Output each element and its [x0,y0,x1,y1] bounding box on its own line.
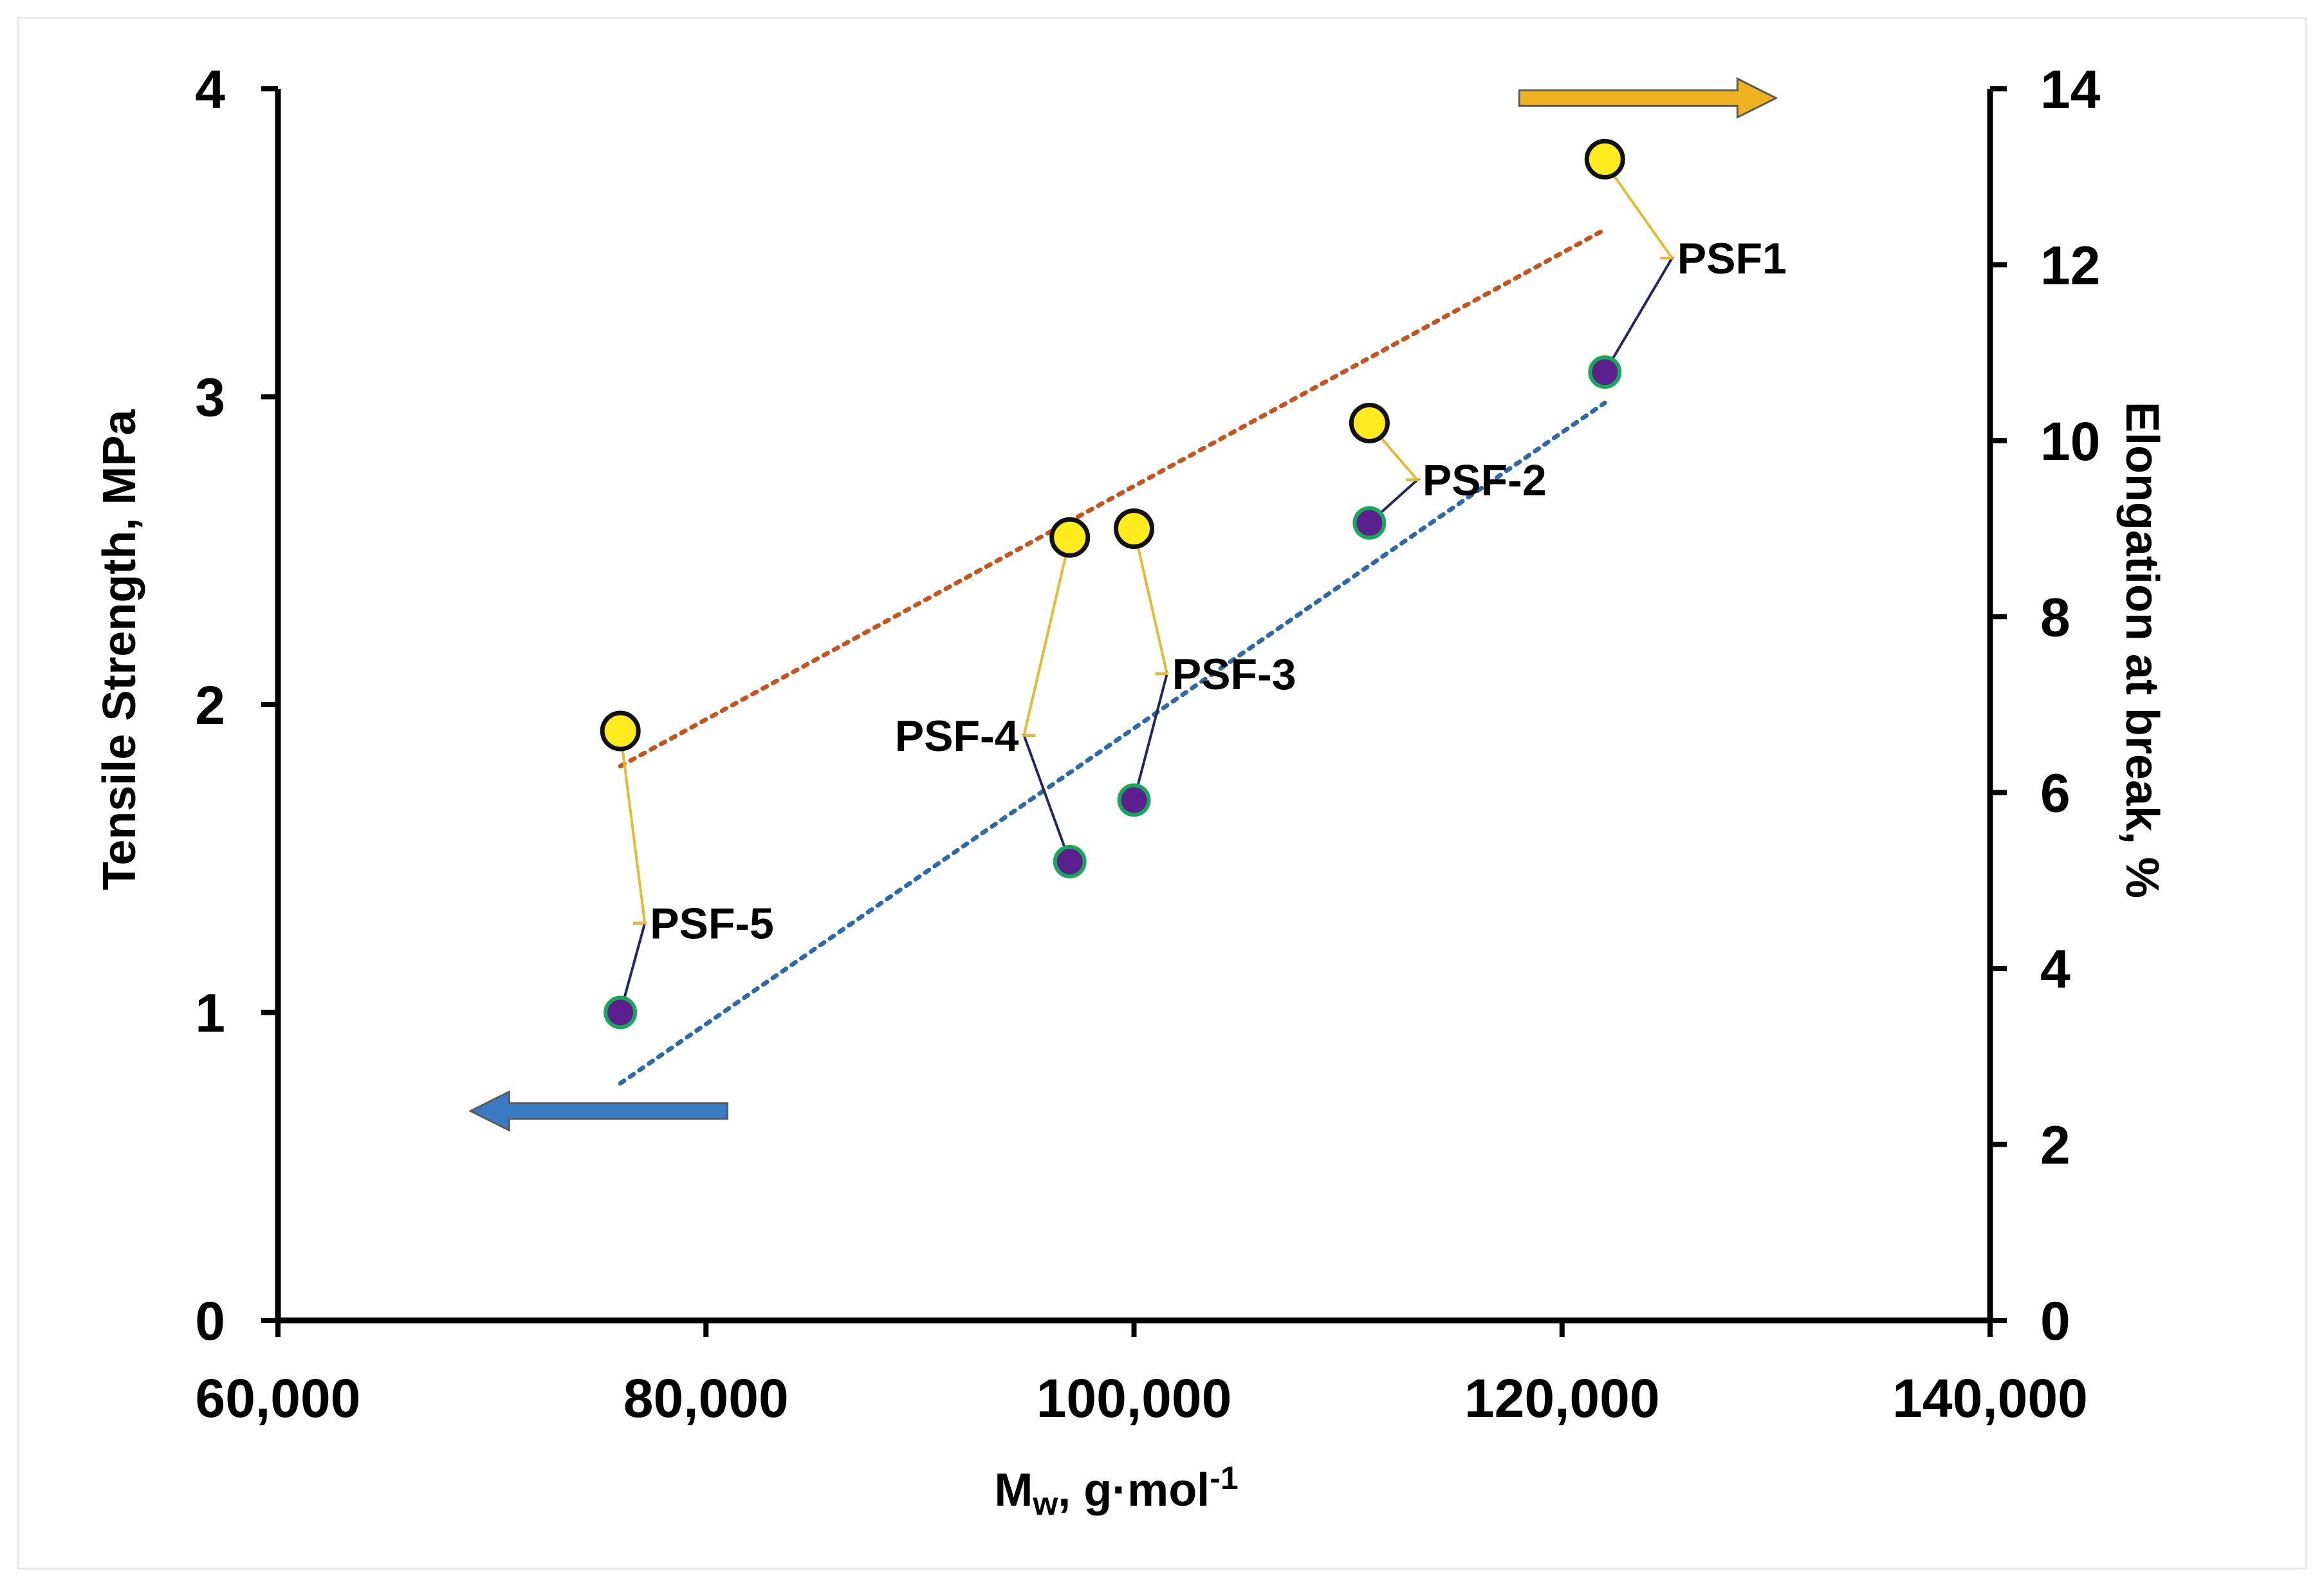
x-tick-label: 100,000 [1037,1368,1232,1428]
x-tick-label: 60,000 [196,1368,361,1428]
elongation-point-psf-2 [1349,403,1390,444]
figure-frame [17,17,2307,1570]
elongation-point-psf1 [1584,138,1625,180]
y-right-tick-label: 8 [2040,587,2070,647]
y-right-tick-label: 10 [2040,411,2100,472]
y-right-tick-label: 2 [2040,1115,2070,1176]
x-axis-title-main: M [994,1465,1033,1516]
leader-line-elongation [1132,528,1169,676]
tensile-point-psf-5 [604,995,638,1030]
x-axis-title-sup: -1 [1210,1460,1238,1496]
leader-line-elongation [1022,538,1071,737]
label-leader-lines [619,162,1675,1013]
x-axis-title: Mw, g·mol-1 [994,1460,1238,1522]
y-axis-right-title: Elongation at break, % [2116,402,2168,898]
elongation-point-psf-4 [1049,517,1091,558]
tensile-point-psf1 [1588,355,1622,389]
point-label: PSF-3 [1172,650,1296,699]
y-left-tick-label: 4 [195,59,225,120]
direction-arrows [468,77,1778,1132]
tensile-point-psf-4 [1053,845,1087,879]
leader-line-elongation [1368,423,1421,481]
elongation-point-psf-3 [1114,508,1154,550]
point-labels: PSF1 PSF-2 PSF-3 PSF-4 PSF-5 [650,234,1787,948]
y-right-tick-label: 12 [2040,235,2100,295]
tensile-point-psf-3 [1117,783,1151,817]
trendline-elongation [618,227,1607,769]
tensile-point-psf-2 [1352,506,1387,540]
y-axis-left-title: Tensile Strength, MPa [94,409,145,891]
x-axis-title-mid: , g·mol [1058,1465,1210,1516]
trendlines [618,227,1607,1086]
y-right-tick-label: 4 [2040,939,2070,999]
y-left-tick-label: 0 [195,1291,225,1351]
y-left-tick-label: 1 [195,983,225,1044]
x-tick-label: 80,000 [623,1368,789,1428]
left-axis-arrow [468,1090,729,1132]
right-axis-arrow [1518,77,1778,119]
y-left-tick-label: 3 [195,367,225,428]
point-label: PSF-5 [650,900,774,948]
y-right-tick-label: 0 [2040,1291,2070,1351]
point-label: PSF-4 [895,712,1019,761]
trendline-tensile [618,400,1607,1086]
leader-line-elongation [619,732,647,925]
leader-line-elongation [1603,162,1675,260]
y-right-tick-label: 6 [2040,763,2070,824]
point-label: PSF-2 [1423,456,1547,505]
data-points [600,138,1625,1030]
axes: 60,000 80,000 100,000 120,000 140,0000123402… [195,59,2100,1428]
point-label: PSF1 [1677,234,1787,283]
elongation-point-psf-5 [600,710,641,752]
x-tick-label: 120,000 [1464,1368,1660,1428]
y-left-tick-label: 2 [195,675,225,735]
y-right-tick-label: 14 [2040,59,2101,120]
x-axis-title-sub: w [1032,1486,1058,1522]
x-tick-label: 140,000 [1892,1368,2088,1428]
